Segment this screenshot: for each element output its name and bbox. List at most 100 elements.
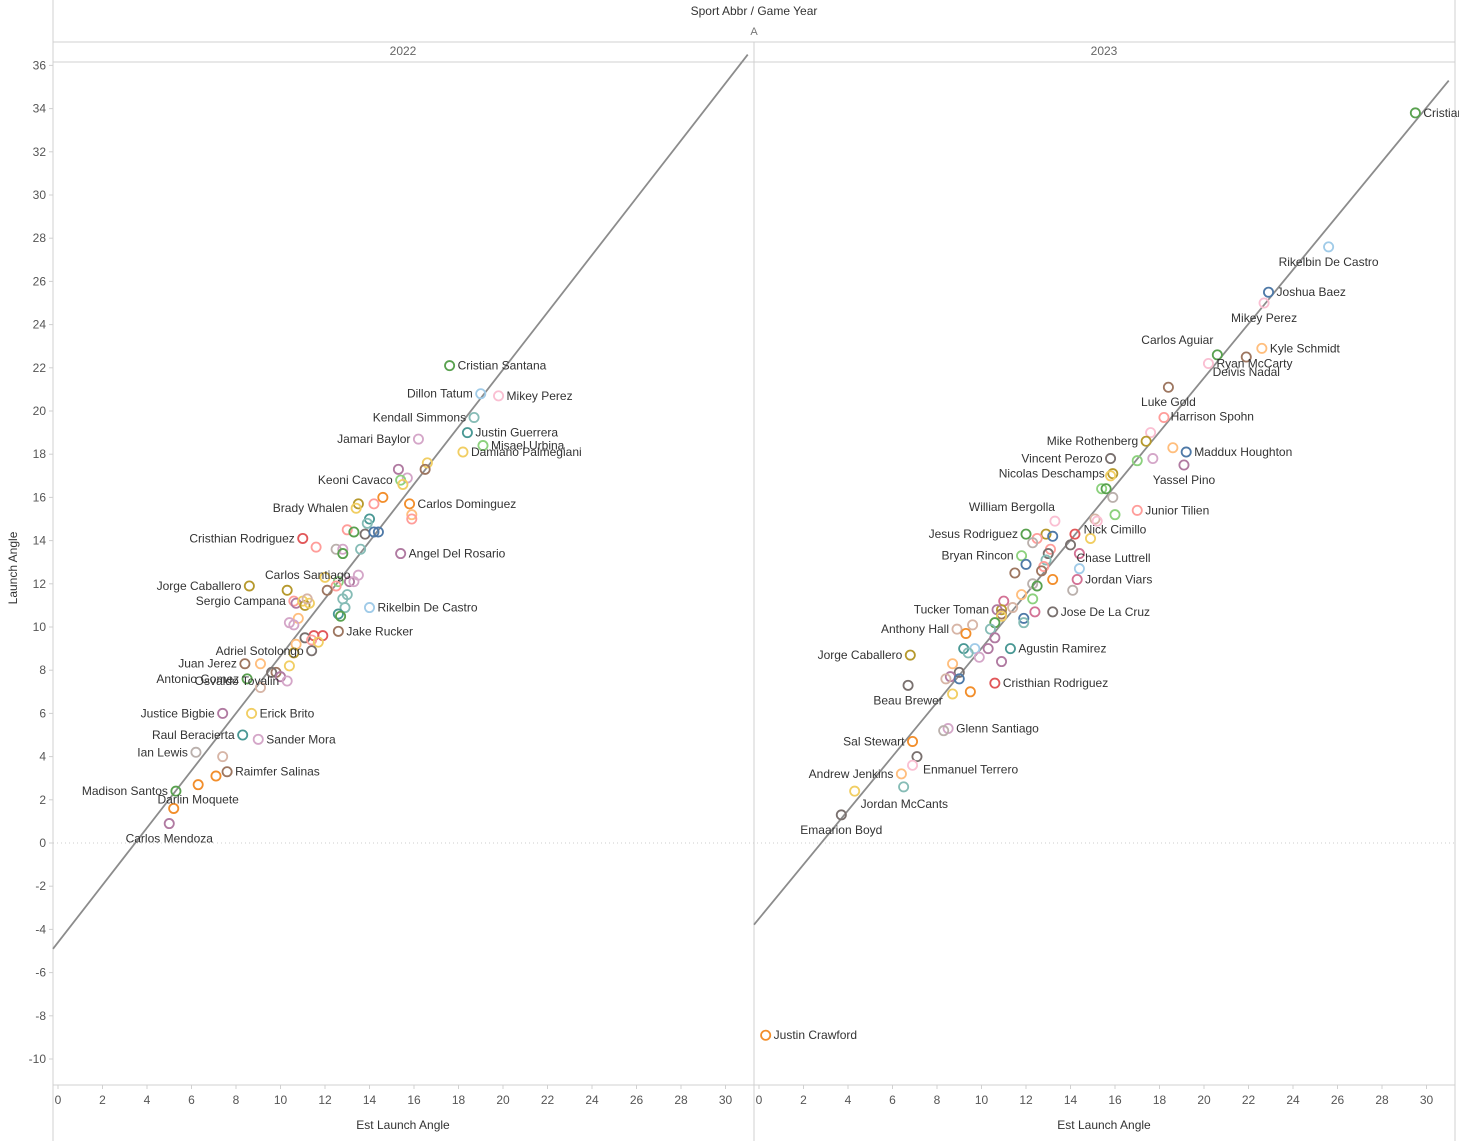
data-point[interactable] <box>217 751 229 763</box>
data-point[interactable] <box>288 619 300 631</box>
data-point[interactable] <box>1027 593 1039 605</box>
data-point[interactable] <box>1007 602 1019 614</box>
data-point[interactable] <box>1240 351 1252 363</box>
data-point[interactable] <box>321 584 333 596</box>
data-point[interactable] <box>339 602 351 614</box>
data-point[interactable] <box>1027 537 1039 549</box>
data-point[interactable] <box>1047 573 1059 585</box>
data-point[interactable] <box>163 818 175 830</box>
data-point[interactable] <box>170 785 182 797</box>
data-point[interactable] <box>421 457 433 469</box>
data-point[interactable] <box>1162 381 1174 393</box>
data-point[interactable] <box>1004 643 1016 655</box>
data-point[interactable] <box>904 649 916 661</box>
data-point[interactable] <box>1047 606 1059 618</box>
data-point[interactable] <box>1258 297 1270 309</box>
data-point[interactable] <box>951 623 963 635</box>
data-point[interactable] <box>1036 565 1048 577</box>
data-point[interactable] <box>1016 589 1028 601</box>
data-point[interactable] <box>335 610 347 622</box>
data-point[interactable] <box>292 612 304 624</box>
data-point[interactable] <box>221 766 233 778</box>
data-point[interactable] <box>477 440 489 452</box>
data-point[interactable] <box>998 595 1010 607</box>
data-point[interactable] <box>1145 427 1157 439</box>
data-point[interactable] <box>397 478 409 490</box>
data-point[interactable] <box>1020 558 1032 570</box>
data-point[interactable] <box>372 526 384 538</box>
data-point[interactable] <box>849 785 861 797</box>
data-point[interactable] <box>911 751 923 763</box>
data-point[interactable] <box>392 463 404 475</box>
data-point[interactable] <box>377 491 389 503</box>
data-point[interactable] <box>310 541 322 553</box>
data-point[interactable] <box>368 498 380 510</box>
data-point[interactable] <box>363 602 375 614</box>
data-point[interactable] <box>444 360 456 372</box>
data-point[interactable] <box>984 623 996 635</box>
data-point[interactable] <box>1049 515 1061 527</box>
data-point[interactable] <box>969 643 981 655</box>
data-point[interactable] <box>1029 606 1041 618</box>
data-point[interactable] <box>973 651 985 663</box>
data-point[interactable] <box>252 733 264 745</box>
data-point[interactable] <box>355 543 367 555</box>
data-point[interactable] <box>907 735 919 747</box>
data-point[interactable] <box>350 502 362 514</box>
data-point[interactable] <box>341 524 353 536</box>
data-point[interactable] <box>217 707 229 719</box>
data-point[interactable] <box>1202 357 1214 369</box>
data-point[interactable] <box>1256 342 1268 354</box>
data-point[interactable] <box>907 759 919 771</box>
data-point[interactable] <box>412 433 424 445</box>
data-point[interactable] <box>940 673 952 685</box>
data-point[interactable] <box>348 526 360 538</box>
data-point[interactable] <box>283 660 295 672</box>
data-point[interactable] <box>359 528 371 540</box>
data-point[interactable] <box>1178 459 1190 471</box>
data-point[interactable] <box>419 463 431 475</box>
data-point[interactable] <box>947 688 959 700</box>
data-point[interactable] <box>332 608 344 620</box>
data-point[interactable] <box>337 543 349 555</box>
data-point[interactable] <box>835 809 847 821</box>
data-point[interactable] <box>953 666 965 678</box>
data-point[interactable] <box>1140 435 1152 447</box>
data-point[interactable] <box>406 513 418 525</box>
data-point[interactable] <box>468 411 480 423</box>
data-point[interactable] <box>330 580 342 592</box>
data-point[interactable] <box>964 686 976 698</box>
data-point[interactable] <box>1031 580 1043 592</box>
data-point[interactable] <box>938 725 950 737</box>
data-point[interactable] <box>989 677 1001 689</box>
data-point[interactable] <box>902 679 914 691</box>
data-point[interactable] <box>1211 349 1223 361</box>
data-point[interactable] <box>1040 528 1052 540</box>
data-point[interactable] <box>457 446 469 458</box>
data-point[interactable] <box>352 569 364 581</box>
data-point[interactable] <box>989 632 1001 644</box>
data-point[interactable] <box>1091 515 1103 527</box>
data-point[interactable] <box>1040 554 1052 566</box>
data-point[interactable] <box>1020 528 1032 540</box>
data-point[interactable] <box>192 779 204 791</box>
data-point[interactable] <box>1047 530 1059 542</box>
data-point[interactable] <box>1069 528 1081 540</box>
data-point[interactable] <box>1105 453 1117 465</box>
data-point[interactable] <box>1096 483 1108 495</box>
data-point[interactable] <box>210 770 222 782</box>
data-point[interactable] <box>1067 584 1079 596</box>
data-point[interactable] <box>895 768 907 780</box>
data-point[interactable] <box>237 729 249 741</box>
data-point[interactable] <box>1089 513 1101 525</box>
data-point[interactable] <box>239 658 251 670</box>
data-point[interactable] <box>493 390 505 402</box>
data-point[interactable] <box>1263 286 1275 298</box>
data-point[interactable] <box>1105 470 1117 482</box>
data-point[interactable] <box>962 647 974 659</box>
data-point[interactable] <box>1147 453 1159 465</box>
data-point[interactable] <box>299 632 311 644</box>
data-point[interactable] <box>1073 548 1085 560</box>
data-point[interactable] <box>1158 411 1170 423</box>
data-point[interactable] <box>1018 612 1030 624</box>
